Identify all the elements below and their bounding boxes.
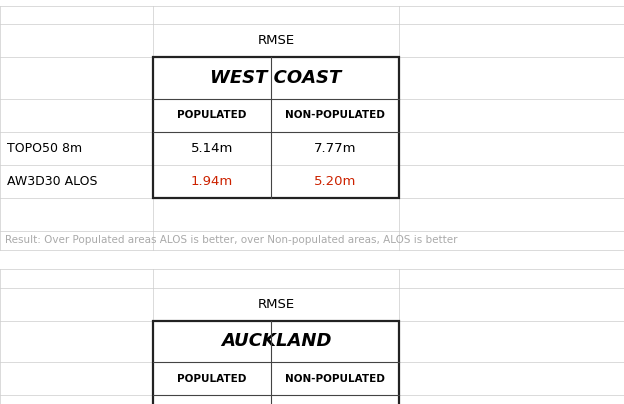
Text: TOPO50 8m: TOPO50 8m [7,142,82,155]
Text: 7.77m: 7.77m [314,142,357,155]
Bar [153,57,399,198]
Text: WEST COAST: WEST COAST [210,69,342,87]
Text: AUCKLAND: AUCKLAND [221,332,331,351]
Text: 5.14m: 5.14m [191,142,233,155]
Text: POPULATED: POPULATED [177,374,247,384]
Text: 5.20m: 5.20m [314,175,356,188]
Text: NON-POPULATED: NON-POPULATED [285,374,386,384]
Text: AW3D30 ALOS: AW3D30 ALOS [7,175,98,188]
Text: RMSE: RMSE [258,34,295,47]
Text: Result: Over Populated areas ALOS is better, over Non-populated areas, ALOS is b: Result: Over Populated areas ALOS is bet… [5,236,457,246]
Text: RMSE: RMSE [258,298,295,311]
Bar [153,321,399,404]
Text: NON-POPULATED: NON-POPULATED [285,110,386,120]
Text: POPULATED: POPULATED [177,110,247,120]
Text: 1.94m: 1.94m [191,175,233,188]
